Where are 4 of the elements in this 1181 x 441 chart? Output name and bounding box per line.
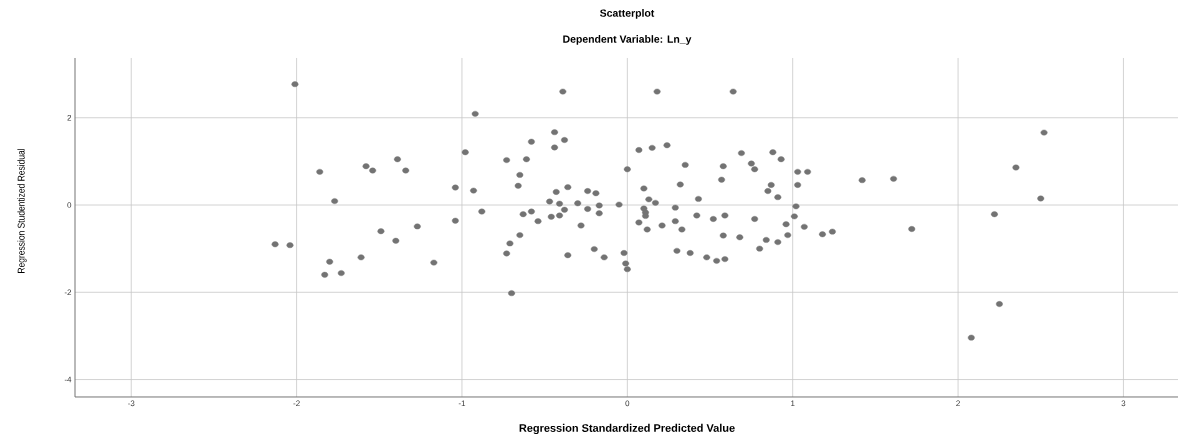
y-axis-title: Regression Studentized Residual — [17, 148, 27, 273]
x-axis-title: Regression Standardized Predicted Value — [519, 423, 735, 435]
chart-title: Scatterplot — [599, 9, 655, 19]
chart-subtitle: Dependent Variable: Ln_y — [563, 35, 692, 45]
